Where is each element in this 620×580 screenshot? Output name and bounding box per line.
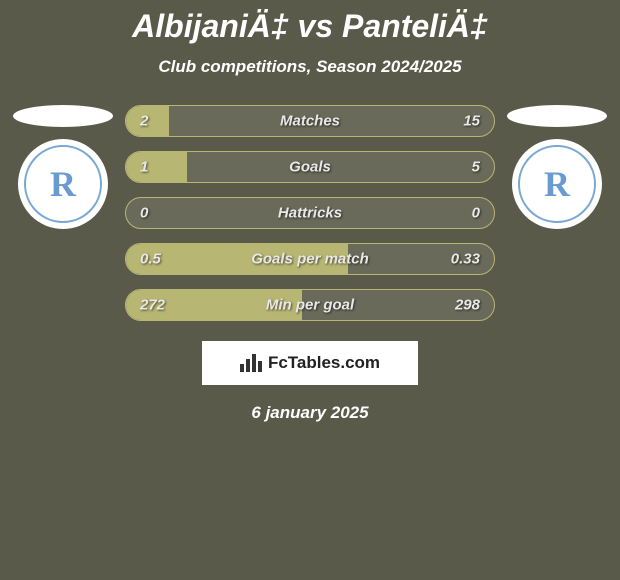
left-ellipse — [13, 105, 113, 127]
infographic-container: AlbijaniÄ‡ vs PanteliÄ‡ Club competition… — [0, 0, 620, 423]
stat-right-value: 5 — [472, 159, 480, 176]
stat-right-value: 298 — [455, 297, 480, 314]
stat-right-value: 15 — [463, 113, 480, 130]
stat-bar: 272 Min per goal 298 — [125, 289, 495, 321]
fctables-icon — [240, 354, 262, 372]
stat-left-value: 0 — [140, 205, 148, 222]
stat-left-value: 272 — [140, 297, 165, 314]
stat-left-value: 1 — [140, 159, 148, 176]
stat-bar: 0.5 Goals per match 0.33 — [125, 243, 495, 275]
stat-label: Min per goal — [266, 297, 354, 314]
logo-letter: R — [50, 163, 76, 205]
logo-inner-ring: R — [518, 145, 596, 223]
logo-inner-ring: R — [24, 145, 102, 223]
title: AlbijaniÄ‡ vs PanteliÄ‡ — [0, 8, 620, 45]
stat-label: Hattricks — [278, 205, 342, 222]
stat-label: Goals — [289, 159, 331, 176]
stat-label: Matches — [280, 113, 340, 130]
left-side: R — [13, 105, 113, 229]
stat-label: Goals per match — [251, 251, 369, 268]
stat-right-value: 0 — [472, 205, 480, 222]
stat-right-value: 0.33 — [451, 251, 480, 268]
footer-brand-box: FcTables.com — [202, 341, 418, 385]
stat-left-value: 0.5 — [140, 251, 161, 268]
date: 6 january 2025 — [0, 403, 620, 423]
right-side: R — [507, 105, 607, 229]
stat-bar-fill — [126, 152, 187, 182]
stat-bar: 0 Hattricks 0 — [125, 197, 495, 229]
main-row: R 2 Matches 15 1 Goals 5 0 Hattricks 0 0.5 Goals p… — [0, 105, 620, 321]
stat-bar: 1 Goals 5 — [125, 151, 495, 183]
left-team-logo: R — [18, 139, 108, 229]
right-ellipse — [507, 105, 607, 127]
right-team-logo: R — [512, 139, 602, 229]
subtitle: Club competitions, Season 2024/2025 — [0, 57, 620, 77]
stat-left-value: 2 — [140, 113, 148, 130]
logo-letter: R — [544, 163, 570, 205]
footer-brand-text: FcTables.com — [268, 353, 380, 373]
stat-bar: 2 Matches 15 — [125, 105, 495, 137]
comparison-bars: 2 Matches 15 1 Goals 5 0 Hattricks 0 0.5 Goals per… — [125, 105, 495, 321]
